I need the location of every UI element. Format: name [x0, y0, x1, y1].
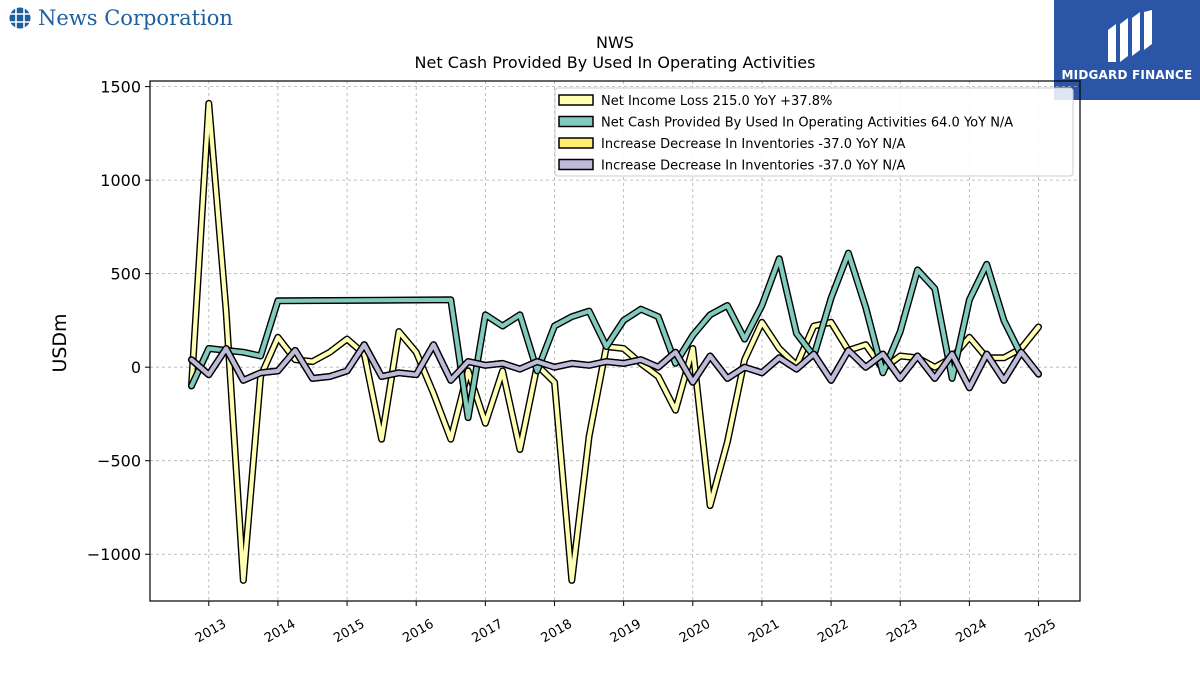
y-tick-label: 0	[131, 358, 141, 377]
brand-name-right: MIDGARD FINANCE	[1061, 68, 1193, 82]
globe-icon	[9, 7, 31, 29]
y-tick-label: 1000	[100, 171, 141, 190]
series-line-1	[189, 251, 1024, 420]
legend-label-0: Net Income Loss 215.0 YoY +37.8%	[601, 94, 832, 109]
brand-logo-left: News Corporation	[8, 6, 233, 30]
x-tick-label: 2024	[954, 617, 990, 647]
legend-swatch-2	[558, 137, 594, 149]
series-lines	[188, 99, 1042, 584]
plot-frame	[149, 80, 1081, 602]
y-tick-label: 1500	[100, 78, 141, 97]
chart-subtitle: Net Cash Provided By Used In Operating A…	[415, 53, 816, 72]
legend: Net Income Loss 215.0 YoY +37.8% Net Cash…	[554, 87, 1074, 177]
series-line-0	[189, 101, 1041, 583]
x-tick-label: 2023	[884, 617, 920, 647]
y-tick-label: −1000	[87, 545, 141, 564]
x-tick-label: 2025	[1023, 617, 1059, 647]
x-tick-label: 2013	[193, 617, 229, 647]
midgard-logo-icon	[1108, 10, 1152, 62]
x-tick-label: 2017	[470, 617, 506, 647]
legend-label-1: Net Cash Provided By Used In Operating A…	[601, 116, 1013, 131]
legend-swatch-3	[558, 158, 594, 171]
legend-swatch-1	[558, 115, 594, 128]
x-tick-label: 2015	[331, 617, 367, 647]
y-axis-label: USDm	[49, 313, 71, 372]
legend-label-3: Increase Decrease In Inventories -37.0 Y…	[601, 159, 905, 174]
x-tick-label: 2020	[677, 617, 713, 647]
x-tick-label: 2021	[746, 617, 782, 647]
series-line-3	[189, 342, 1041, 390]
x-tick-label: 2022	[815, 617, 851, 647]
legend-label-2: Increase Decrease In Inventories -37.0 Y…	[601, 137, 905, 152]
y-tick-label: 500	[110, 265, 141, 284]
y-tick-label: −500	[97, 452, 141, 471]
legend-swatch-0	[558, 94, 594, 106]
brand-name-left: News Corporation	[38, 6, 233, 30]
chart-title: NWS	[596, 33, 634, 52]
x-tick-label: 2019	[608, 617, 644, 647]
legend-box	[554, 87, 1074, 177]
brand-logo-right: MIDGARD FINANCE	[1054, 0, 1200, 100]
x-tick-label: 2014	[262, 617, 298, 647]
x-tick-label: 2018	[539, 617, 575, 647]
x-tick-label: 2016	[400, 617, 436, 647]
